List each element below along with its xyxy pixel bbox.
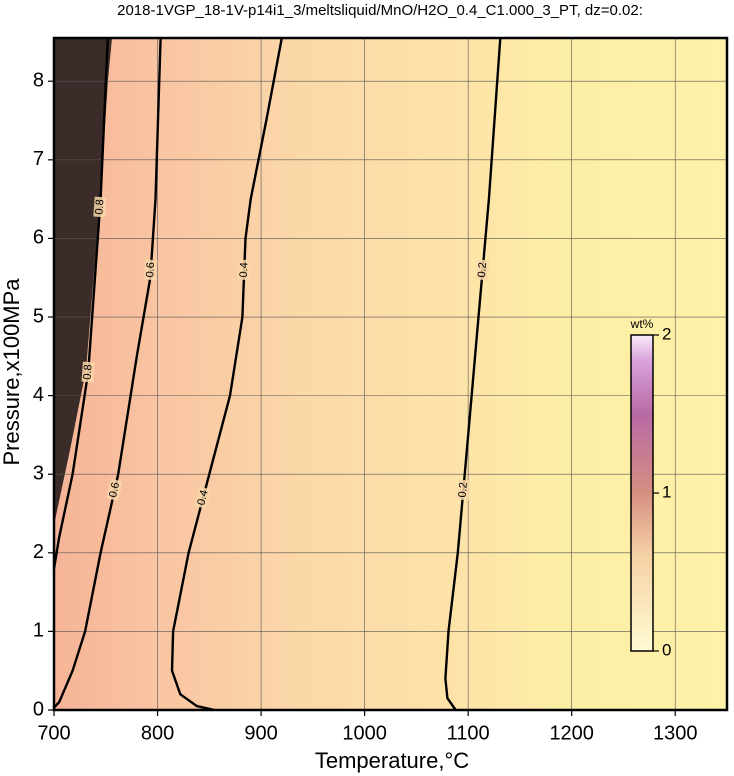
contour-line: [52, 37, 109, 569]
contour-label: 0.8: [82, 364, 95, 380]
y-axis-label: Pressure,x100MPa: [0, 278, 24, 466]
contour-label: 0.6: [144, 262, 157, 278]
contour-label: 0.4: [238, 262, 251, 278]
contour-line: [444, 37, 502, 711]
x-axis-label: Temperature,°C: [315, 748, 469, 773]
colorbar: [630, 334, 654, 652]
y-tick-label: 5: [33, 305, 44, 327]
contour-label-bg: [144, 259, 158, 281]
chart-title: 2018-1VGP_18-1V-p14i1_3/meltsliquid/MnO/…: [117, 2, 643, 19]
contour-label-group: 0.2: [456, 479, 471, 501]
contour-label: 0.6: [107, 481, 122, 499]
colorbar-tick-label: 2: [662, 324, 671, 343]
contour-line: [53, 37, 162, 709]
x-tick-label: 1000: [342, 722, 387, 744]
contour-label-group: 0.8: [81, 361, 95, 383]
contour-label: 0.2: [457, 482, 470, 498]
x-tick-label: 1300: [653, 722, 698, 744]
x-tick-label: 900: [244, 722, 277, 744]
contour-label-bg: [475, 259, 490, 281]
y-tick-label: 4: [33, 384, 44, 406]
contour-label-group: 0.4: [237, 259, 251, 281]
colorbar-label: wt%: [630, 317, 654, 331]
contour-label: 0.4: [195, 489, 211, 507]
y-tick-label: 7: [33, 148, 44, 170]
contour-line: [170, 37, 283, 712]
x-tick-label: 800: [141, 722, 174, 744]
contour-label-bg: [456, 479, 471, 501]
contour-label-group: 0.4: [194, 486, 212, 509]
contour-label: 0.2: [476, 262, 489, 278]
colorbar-tick-label: 0: [662, 640, 671, 659]
y-tick-label: 2: [33, 541, 44, 563]
y-tick-label: 6: [33, 227, 44, 249]
x-tick-label: 1200: [549, 722, 594, 744]
contour-label-bg: [194, 486, 212, 509]
y-tick-label: 8: [33, 70, 44, 92]
contour-label-bg: [237, 259, 251, 281]
y-tick-label: 0: [33, 698, 44, 720]
y-tick-label: 1: [33, 620, 44, 642]
plot-background: [54, 38, 727, 710]
colorbar-tick-label: 1: [662, 482, 671, 501]
contour-label-group: 0.8: [93, 196, 107, 218]
y-tick-label: 3: [33, 462, 44, 484]
contour-label-group: 0.6: [144, 259, 158, 281]
contour-label-bg: [93, 196, 107, 218]
x-tick-label: 1100: [447, 722, 490, 744]
contour-label-group: 0.6: [106, 478, 123, 501]
contour-label-bg: [81, 361, 95, 383]
contour-label: 0.8: [93, 199, 106, 215]
contour-label-group: 0.2: [475, 259, 490, 281]
plot-frame: [52, 36, 729, 712]
contour-label-bg: [106, 478, 123, 501]
x-tick-label: 700: [37, 722, 70, 744]
